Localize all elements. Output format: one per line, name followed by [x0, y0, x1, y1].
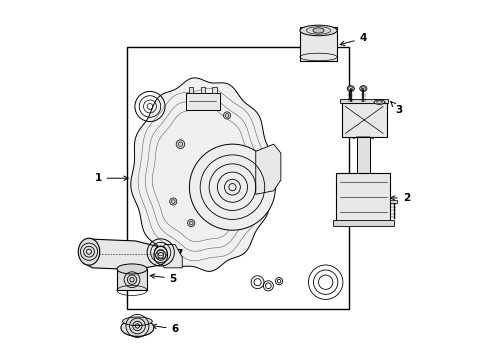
Ellipse shape — [313, 28, 324, 33]
Ellipse shape — [347, 86, 354, 91]
Circle shape — [188, 220, 195, 226]
Bar — [300, 27, 337, 60]
Circle shape — [190, 144, 275, 230]
Text: 7: 7 — [161, 248, 182, 258]
Bar — [357, 137, 370, 173]
Ellipse shape — [374, 100, 385, 104]
Text: 5: 5 — [150, 274, 177, 284]
Bar — [117, 269, 147, 291]
Polygon shape — [256, 144, 281, 194]
Polygon shape — [131, 78, 273, 271]
Text: 2: 2 — [391, 193, 410, 203]
Bar — [201, 87, 205, 93]
Bar — [342, 103, 387, 137]
Ellipse shape — [117, 264, 147, 274]
Ellipse shape — [121, 319, 154, 336]
Ellipse shape — [360, 86, 367, 91]
Circle shape — [170, 198, 177, 205]
Bar — [189, 87, 194, 93]
Bar — [390, 201, 397, 203]
Ellipse shape — [122, 317, 152, 325]
Bar — [126, 47, 349, 309]
Bar — [333, 220, 394, 226]
Text: 3: 3 — [391, 102, 403, 115]
Ellipse shape — [300, 25, 337, 36]
Bar — [186, 93, 220, 110]
Text: 4: 4 — [340, 33, 367, 45]
Polygon shape — [82, 239, 164, 270]
Polygon shape — [161, 244, 182, 268]
Ellipse shape — [154, 246, 168, 264]
Text: 6: 6 — [152, 324, 179, 334]
Bar — [340, 99, 389, 103]
Text: 1: 1 — [95, 173, 128, 183]
Bar — [212, 87, 217, 93]
Circle shape — [176, 140, 185, 148]
Bar — [337, 173, 390, 221]
Ellipse shape — [78, 238, 100, 265]
Circle shape — [223, 112, 231, 119]
